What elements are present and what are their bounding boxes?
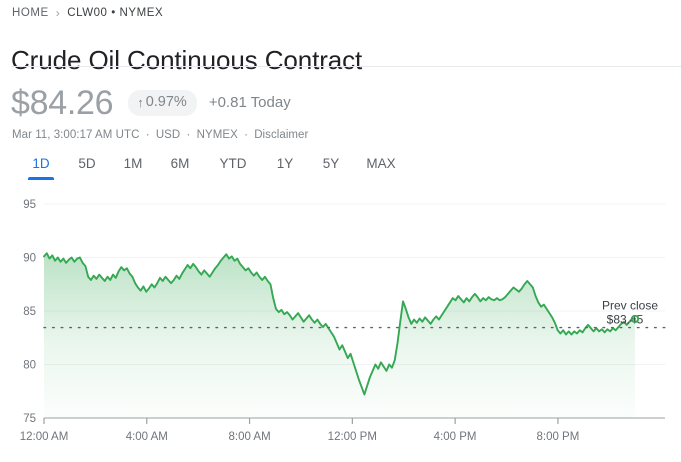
quote-summary: $84.26 ↑ 0.97% +0.81 Today bbox=[11, 83, 291, 123]
range-tab-label: 5Y bbox=[322, 156, 340, 171]
y-axis-tick-label: 80 bbox=[23, 360, 36, 372]
chevron-right-icon: › bbox=[55, 6, 61, 20]
range-tab-label: 1M bbox=[123, 156, 143, 171]
range-tab-label: YTD bbox=[219, 156, 247, 171]
breadcrumb-home-link[interactable]: HOME bbox=[12, 7, 49, 19]
x-axis-tick-label: 12:00 PM bbox=[328, 431, 377, 443]
range-tab-1y[interactable]: 1Y bbox=[262, 154, 308, 180]
x-axis-tick-label: 8:00 AM bbox=[228, 431, 270, 443]
arrow-up-icon: ↑ bbox=[137, 95, 144, 110]
range-tab-1d[interactable]: 1D bbox=[18, 154, 64, 180]
change-absolute-value: +0.81 Today bbox=[208, 94, 291, 111]
range-tab-ytd[interactable]: YTD bbox=[204, 154, 262, 180]
x-axis-labels: 12:00 AM 4:00 AM 8:00 AM 12:00 PM 4:00 PM 8:0… bbox=[20, 418, 579, 443]
range-tab-label: MAX bbox=[366, 156, 396, 171]
current-price: $84.26 bbox=[11, 84, 114, 122]
meta-separator-3: · bbox=[244, 129, 248, 141]
y-axis-labels: 95 90 85 80 75 bbox=[23, 199, 36, 425]
quote-meta: Mar 11, 3:00:17 AM UTC · USD · NYMEX · D… bbox=[12, 129, 308, 141]
price-chart[interactable]: Prev close $83.45 95 90 85 80 75 12:00 AM 4:00 A… bbox=[0, 192, 681, 462]
breadcrumb-current: CLW00 • NYMEX bbox=[67, 7, 164, 19]
range-tab-1m[interactable]: 1M bbox=[110, 154, 156, 180]
disclaimer-link[interactable]: Disclaimer bbox=[254, 129, 309, 141]
page-title: Crude Oil Continuous Contract bbox=[11, 45, 363, 76]
prev-close-label: Prev close bbox=[602, 299, 658, 313]
y-axis-tick-label: 75 bbox=[23, 413, 36, 425]
chart-area-fill bbox=[44, 253, 635, 418]
x-axis-tick-label: 8:00 PM bbox=[536, 431, 579, 443]
range-tabs: 1D 5D 1M 6M YTD 1Y 5Y MAX bbox=[18, 154, 408, 180]
y-axis-tick-label: 90 bbox=[23, 253, 36, 265]
y-axis-tick-label: 95 bbox=[23, 199, 36, 211]
header-divider bbox=[11, 66, 681, 67]
range-tab-max[interactable]: MAX bbox=[354, 154, 408, 180]
range-tab-label: 5D bbox=[78, 156, 96, 171]
quote-exchange: NYMEX bbox=[196, 129, 238, 141]
range-tab-5d[interactable]: 5D bbox=[64, 154, 110, 180]
quote-currency: USD bbox=[155, 129, 181, 141]
meta-separator-2: · bbox=[186, 129, 191, 141]
change-percent-value: 0.97% bbox=[145, 94, 187, 110]
last-price-marker bbox=[630, 314, 640, 324]
range-tab-5y[interactable]: 5Y bbox=[308, 154, 354, 180]
y-axis-tick-label: 85 bbox=[23, 306, 36, 318]
x-axis-tick-label: 4:00 PM bbox=[434, 431, 477, 443]
change-percent-badge: ↑ 0.97% bbox=[128, 90, 197, 116]
x-axis-tick-label: 4:00 AM bbox=[126, 431, 168, 443]
meta-separator-1: · bbox=[145, 129, 150, 141]
breadcrumb: HOME › CLW00 • NYMEX bbox=[12, 7, 163, 19]
range-tab-label: 1Y bbox=[276, 156, 294, 171]
range-tab-6m[interactable]: 6M bbox=[156, 154, 204, 180]
quote-timestamp: Mar 11, 3:00:17 AM UTC bbox=[12, 129, 140, 141]
range-tab-label: 1D bbox=[32, 156, 50, 171]
chart-price-line bbox=[43, 252, 636, 396]
range-tab-label: 6M bbox=[170, 156, 190, 171]
x-axis-tick-label: 12:00 AM bbox=[20, 431, 69, 443]
